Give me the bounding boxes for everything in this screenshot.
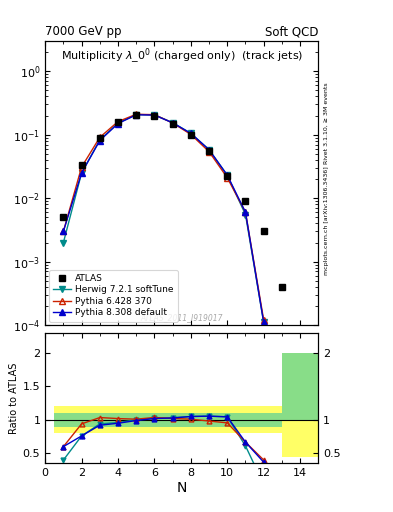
ATLAS (79, 162, 84, 168)
ATLAS (279, 284, 284, 290)
Line: ATLAS: ATLAS (60, 112, 285, 290)
Herwig 7.2.1 softTune (116, 120, 120, 126)
Pythia 8.308 default (61, 228, 66, 234)
Pythia 8.308 default (116, 120, 120, 126)
Legend: ATLAS, Herwig 7.2.1 softTune, Pythia 6.428 370, Pythia 8.308 default: ATLAS, Herwig 7.2.1 softTune, Pythia 6.4… (49, 270, 178, 322)
Pythia 6.428 370 (61, 228, 66, 234)
Line: Pythia 8.308 default: Pythia 8.308 default (60, 112, 267, 326)
Pythia 6.428 370 (79, 164, 84, 170)
Herwig 7.2.1 softTune (189, 130, 193, 136)
Line: Herwig 7.2.1 softTune: Herwig 7.2.1 softTune (60, 112, 267, 326)
ATLAS (97, 135, 102, 141)
ATLAS (261, 228, 266, 234)
Pythia 6.428 370 (152, 112, 157, 118)
Pythia 6.428 370 (261, 317, 266, 323)
Pythia 8.308 default (189, 130, 193, 136)
Pythia 8.308 default (97, 137, 102, 143)
Pythia 6.428 370 (243, 209, 248, 216)
ATLAS (134, 112, 139, 118)
Herwig 7.2.1 softTune (261, 319, 266, 326)
Pythia 6.428 370 (225, 175, 230, 181)
ATLAS (207, 148, 211, 154)
Text: Rivet 3.1.10, ≥ 3M events: Rivet 3.1.10, ≥ 3M events (324, 82, 329, 164)
ATLAS (116, 119, 120, 125)
ATLAS (61, 214, 66, 220)
Pythia 6.428 370 (207, 148, 211, 155)
ATLAS (189, 132, 193, 138)
Pythia 8.308 default (170, 120, 175, 126)
Herwig 7.2.1 softTune (79, 170, 84, 176)
Herwig 7.2.1 softTune (152, 112, 157, 118)
Text: mcplots.cern.ch [arXiv:1306.3436]: mcplots.cern.ch [arXiv:1306.3436] (324, 166, 329, 274)
Line: Pythia 6.428 370: Pythia 6.428 370 (60, 111, 267, 323)
Pythia 8.308 default (134, 112, 139, 118)
X-axis label: N: N (176, 481, 187, 495)
Text: 7000 GeV pp: 7000 GeV pp (45, 26, 122, 38)
Herwig 7.2.1 softTune (134, 112, 139, 118)
ATLAS (225, 174, 230, 180)
Herwig 7.2.1 softTune (97, 137, 102, 143)
Pythia 6.428 370 (170, 120, 175, 126)
Pythia 8.308 default (243, 209, 248, 216)
Herwig 7.2.1 softTune (61, 240, 66, 246)
Pythia 8.308 default (79, 170, 84, 176)
Pythia 6.428 370 (97, 134, 102, 140)
Herwig 7.2.1 softTune (243, 211, 248, 218)
Pythia 8.308 default (225, 172, 230, 178)
Pythia 8.308 default (207, 146, 211, 153)
ATLAS (152, 113, 157, 119)
ATLAS (170, 120, 175, 126)
Y-axis label: Ratio to ATLAS: Ratio to ATLAS (9, 362, 18, 434)
Herwig 7.2.1 softTune (225, 172, 230, 178)
Herwig 7.2.1 softTune (170, 120, 175, 126)
Pythia 6.428 370 (189, 132, 193, 138)
Pythia 6.428 370 (116, 118, 120, 124)
Text: Multiplicity $\lambda\_0^0$ (charged only)  (track jets): Multiplicity $\lambda\_0^0$ (charged onl… (61, 47, 303, 66)
Herwig 7.2.1 softTune (207, 146, 211, 153)
Text: Soft QCD: Soft QCD (265, 26, 318, 38)
ATLAS (243, 198, 248, 204)
Pythia 6.428 370 (134, 111, 139, 117)
Pythia 8.308 default (152, 112, 157, 118)
Pythia 8.308 default (261, 319, 266, 326)
Text: ATLAS_2011_I919017: ATLAS_2011_I919017 (141, 313, 223, 322)
